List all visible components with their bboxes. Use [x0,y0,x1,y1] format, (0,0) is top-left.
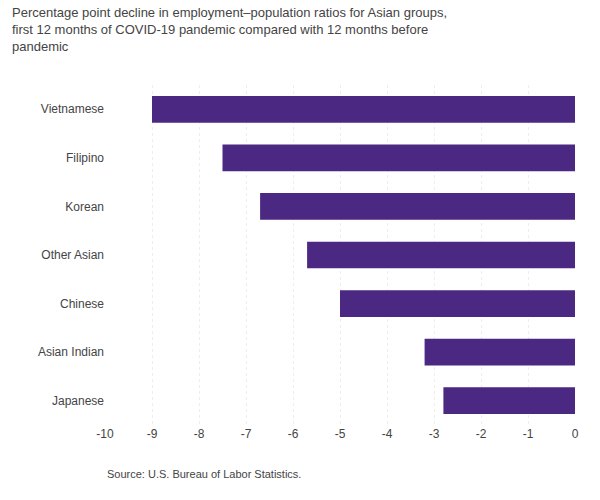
svg-text:-6: -6 [288,427,299,441]
svg-text:Filipino: Filipino [66,151,104,165]
svg-text:-7: -7 [241,427,252,441]
svg-text:-5: -5 [335,427,346,441]
svg-text:Other Asian: Other Asian [41,248,104,262]
svg-text:-4: -4 [382,427,393,441]
svg-text:-8: -8 [194,427,205,441]
svg-text:Source: U.S. Bureau of Labor S: Source: U.S. Bureau of Labor Statistics. [107,468,301,480]
svg-text:Korean: Korean [65,200,104,214]
svg-text:Japanese: Japanese [52,394,104,408]
svg-text:Vietnamese: Vietnamese [41,102,104,116]
svg-text:Asian Indian: Asian Indian [38,345,104,359]
svg-text:0: 0 [572,427,579,441]
svg-text:-3: -3 [429,427,440,441]
svg-text:-10: -10 [96,427,114,441]
svg-text:Chinese: Chinese [60,297,104,311]
svg-text:Percentage point decline in em: Percentage point decline in employment–p… [12,5,447,54]
svg-text:-9: -9 [147,427,158,441]
svg-text:-1: -1 [523,427,534,441]
svg-text:-2: -2 [476,427,487,441]
